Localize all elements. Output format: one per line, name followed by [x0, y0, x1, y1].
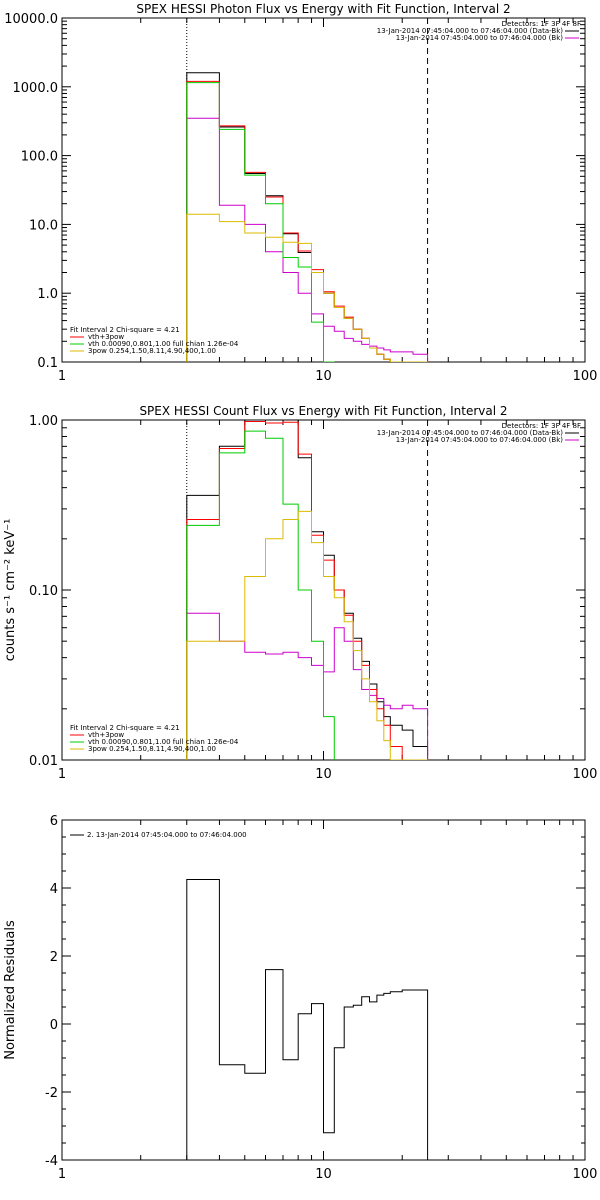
x-tick-label: 1: [58, 767, 66, 782]
y-tick-label: 1000.0: [13, 81, 59, 96]
series-bk: [186, 117, 429, 362]
plot-area: [186, 72, 429, 362]
series-bk: [186, 612, 429, 760]
y-tick-label: 6: [50, 814, 58, 829]
legend-entry: 2. 13-Jan-2014 07:45:04.000 to 07:46:04.…: [87, 831, 247, 839]
y-tick-label: 0.1: [37, 356, 58, 371]
x-tick-label: 1: [58, 369, 66, 384]
x-tick-label: 100: [573, 369, 598, 384]
legend-detectors: Detectors: 1F 3F 4F 8F: [502, 422, 581, 430]
x-tick-label: 10: [315, 1167, 332, 1182]
legend-entry: vth+3pow: [88, 731, 124, 739]
y-axis-label: Normalized Residuals: [3, 920, 18, 1060]
chart-title: SPEX HESSI Count Flux vs Energy with Fit…: [139, 404, 507, 418]
chart-title: SPEX HESSI Photon Flux vs Energy with Fi…: [136, 2, 510, 16]
y-tick-label: -4: [45, 1154, 58, 1169]
series-vth: [186, 82, 335, 362]
x-tick-label: 1: [58, 1167, 66, 1182]
y-tick-label: 0.01: [29, 754, 58, 769]
legend-fit-interval: Fit Interval 2 Chi-square = 4.21: [70, 326, 180, 334]
y-tick-label: 1.00: [29, 414, 58, 429]
series-2-13-jan-2014-07-45-04-000-to-07-46-04-000: [186, 879, 429, 1160]
series-vth-3pow: [186, 421, 429, 760]
chart-panel-1: SPEX HESSI Photon Flux vs Energy with Fi…: [4, 2, 597, 384]
series-3pow: [186, 510, 429, 760]
legend-entry: 13-Jan-2014 07:45:04.000 to 07:46:04.000…: [377, 429, 564, 437]
x-tick-label: 10: [315, 767, 332, 782]
y-tick-label: 100.0: [21, 150, 58, 165]
x-tick-label: 100: [573, 767, 598, 782]
y-tick-label: 2: [50, 950, 58, 965]
series-vth-3pow: [186, 80, 403, 362]
legend-entry: vth 0.00090,0.801,1.00 full chian 1.26e-…: [88, 738, 239, 746]
plot-area: [186, 879, 429, 1160]
y-tick-label: 10.0: [29, 218, 58, 233]
y-axis-label: counts s⁻¹ cm⁻² keV⁻¹: [3, 519, 18, 662]
chart-panel-2: SPEX HESSI Count Flux vs Energy with Fit…: [3, 404, 597, 782]
y-tick-label: 10000.0: [4, 12, 58, 27]
legend-entry: 13-Jan-2014 07:45:04.000 to 07:46:04.000…: [396, 436, 564, 444]
series-vth: [186, 430, 335, 760]
chart-panel-3: 1 10 100 -4 -2 0 2 4 6 Normalized Residuals 2. 13-…: [3, 814, 597, 1182]
x-tick-label: 10: [315, 369, 332, 384]
y-tick-label: 1.0: [37, 287, 58, 302]
y-tick-label: 4: [50, 882, 58, 897]
legend-entry: vth+3pow: [88, 333, 124, 341]
legend-entry: 13-Jan-2014 07:45:04.000 to 07:46:04.000…: [396, 34, 564, 42]
series-3pow: [186, 213, 429, 362]
plot-area: [186, 420, 429, 760]
legend-fit-interval: Fit Interval 2 Chi-square = 4.21: [70, 724, 180, 732]
legend-entry: 3pow 0.254,1.50,8.11,4.90,400,1.00: [88, 347, 216, 355]
x-tick-label: 100: [573, 1167, 598, 1182]
legend-entry: 13-Jan-2014 07:45:04.000 to 07:46:04.000…: [377, 27, 564, 35]
y-tick-label: -2: [45, 1086, 58, 1101]
legend-entry: vth 0.00090,0.801,1.00 full chian 1.26e-…: [88, 340, 239, 348]
y-tick-label: 0.10: [29, 584, 58, 599]
legend-entry: 3pow 0.254,1.50,8.11,4.90,400,1.00: [88, 745, 216, 753]
series-data-bk: [186, 420, 429, 760]
y-tick-label: 0: [50, 1018, 58, 1033]
series-data-bk: [186, 72, 429, 362]
plot-frame: [61, 17, 586, 363]
legend-detectors: Detectors: 1F 3F 4F 8F: [502, 20, 581, 28]
